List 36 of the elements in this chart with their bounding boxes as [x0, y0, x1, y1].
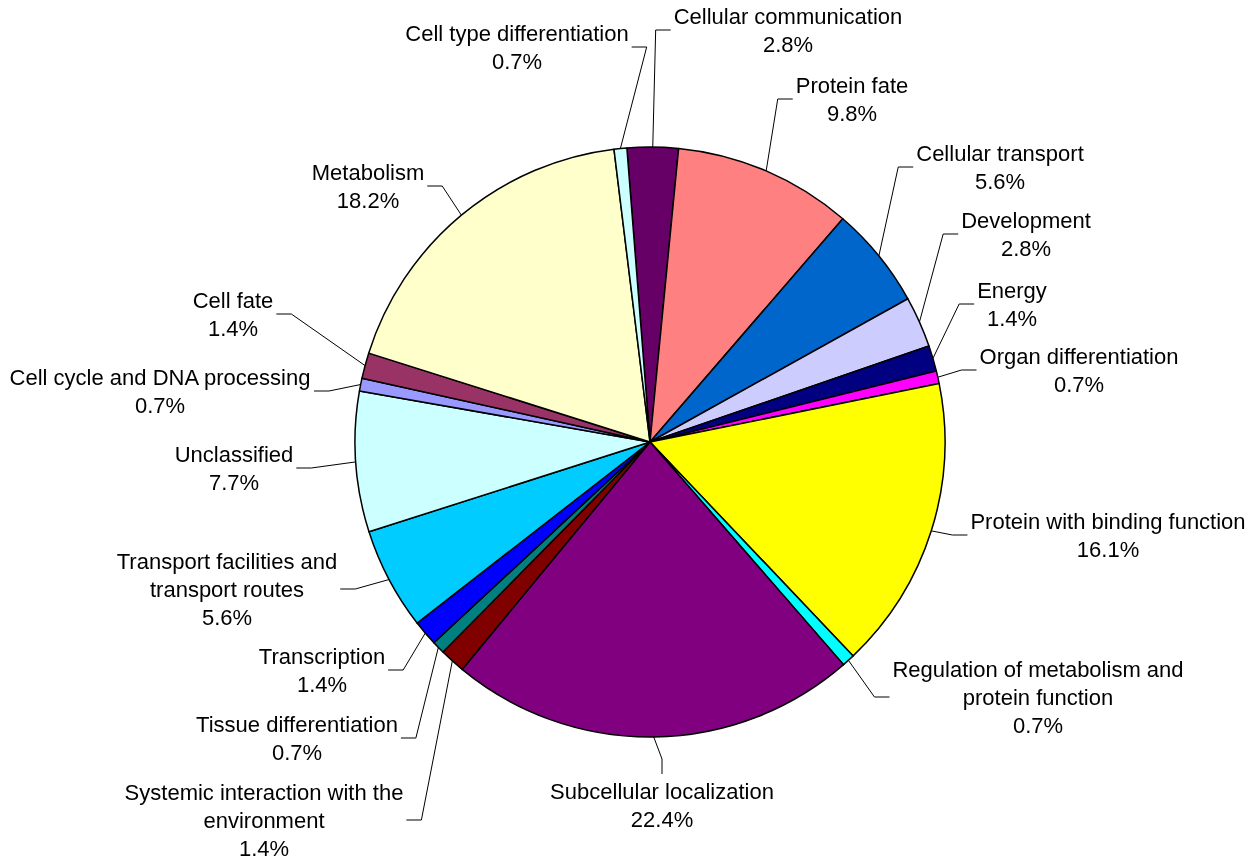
slice-label: Subcellular localization	[550, 778, 774, 804]
data-label: 0.7%	[1053, 371, 1105, 397]
data-label: 5.6%	[201, 604, 253, 630]
data-label: 2.8%	[1000, 235, 1052, 261]
data-label: 2.8%	[762, 31, 814, 57]
data-label: 18.2%	[336, 187, 400, 213]
slice-label: Systemic interaction with the environment	[124, 779, 404, 833]
slice-label: Energy	[977, 277, 1047, 303]
slice-label: Development	[961, 207, 1091, 233]
data-label: 1.4%	[986, 305, 1038, 331]
data-label: 0.7%	[491, 48, 543, 74]
slice-label: Regulation of metabolism and protein function	[892, 656, 1184, 710]
slice-label: Metabolism	[311, 159, 425, 185]
data-label: 9.8%	[826, 100, 878, 126]
slice-label: Cellular communication	[673, 3, 903, 29]
data-label: 16.1%	[1076, 536, 1140, 562]
slice-label: Unclassified	[174, 441, 294, 467]
data-label: 0.7%	[1012, 712, 1064, 738]
data-label: 7.7%	[208, 469, 260, 495]
slice-label: Protein with binding function	[970, 508, 1246, 534]
data-label: 0.7%	[134, 392, 186, 418]
slice-label: Organ differentiation	[979, 343, 1179, 369]
slice-label: Cell cycle and DNA processing	[9, 364, 311, 390]
data-label: 1.4%	[296, 671, 348, 697]
slice-label: Tissue differentiation	[196, 711, 398, 737]
slice-label: Cell fate	[192, 287, 274, 313]
slice-label: Cellular transport	[916, 140, 1084, 166]
data-label: 5.6%	[974, 168, 1026, 194]
data-label: 1.4%	[207, 315, 259, 341]
data-label: 22.4%	[630, 806, 694, 832]
slice-label: Cell type differentiation	[405, 20, 629, 46]
slice-label: Protein fate	[795, 72, 909, 98]
data-label: 1.4%	[238, 835, 290, 861]
slice-label: Transport facilities and transport routes	[116, 548, 338, 602]
slice-label: Transcription	[258, 643, 386, 669]
data-label: 0.7%	[271, 739, 323, 765]
